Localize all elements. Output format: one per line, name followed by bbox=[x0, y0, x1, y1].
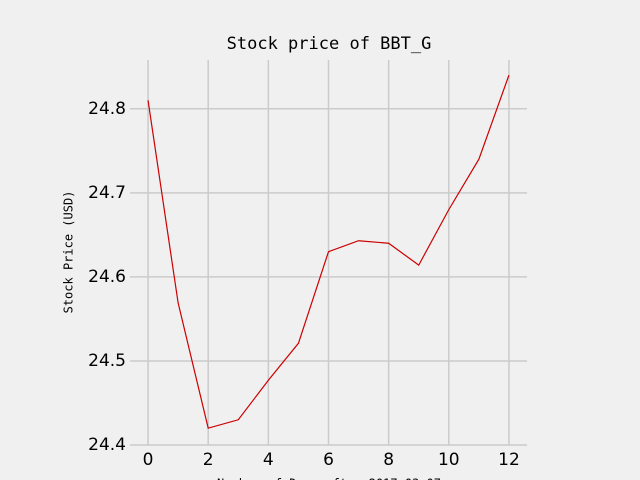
y-tick-label: 24.7 bbox=[88, 183, 126, 203]
line bbox=[147, 74, 510, 429]
x-tick-label: 8 bbox=[383, 450, 394, 470]
x-tick-label: 10 bbox=[438, 450, 460, 470]
chart-title: Stock price of BBT_G bbox=[227, 34, 432, 54]
x-tick-label: 2 bbox=[203, 450, 214, 470]
y-tick-label: 24.4 bbox=[88, 435, 126, 455]
x-tick-label: 0 bbox=[143, 450, 154, 470]
y-tick-label: 24.8 bbox=[88, 99, 126, 119]
x-tick-label: 6 bbox=[323, 450, 334, 470]
y-tick-label: 24.6 bbox=[88, 267, 126, 287]
x-tick-label: 4 bbox=[263, 450, 274, 470]
x-tick-label: 12 bbox=[498, 450, 520, 470]
x-axis-label: Number of Days after 2017-03-07 bbox=[217, 477, 441, 480]
y-tick-label: 24.5 bbox=[88, 351, 126, 371]
y-axis-label: Stock Price (USD) bbox=[62, 191, 76, 314]
